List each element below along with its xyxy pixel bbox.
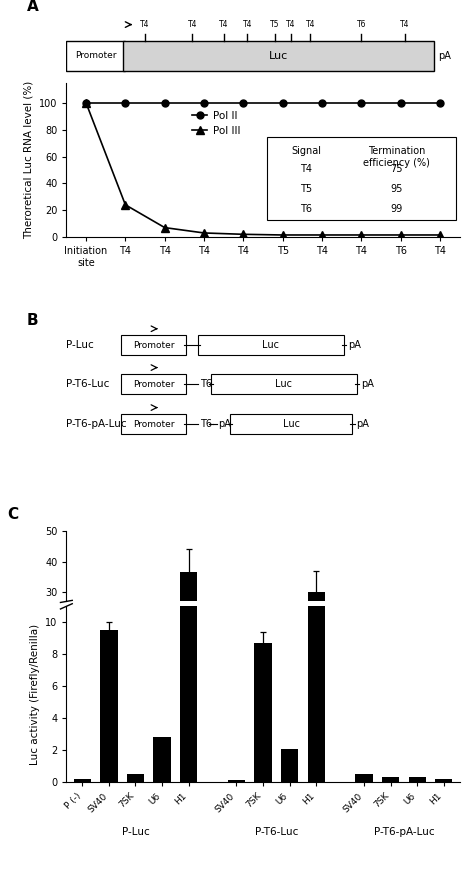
Bar [409, 683, 426, 684]
Text: Luc: Luc [283, 419, 300, 429]
Text: P-Luc: P-Luc [66, 341, 94, 350]
FancyBboxPatch shape [121, 374, 186, 394]
Text: A: A [27, 0, 39, 15]
Text: T4: T4 [140, 20, 150, 30]
Bar [435, 779, 453, 782]
FancyBboxPatch shape [66, 41, 125, 70]
Text: T4: T4 [400, 20, 410, 30]
Bar [100, 630, 118, 782]
FancyBboxPatch shape [121, 414, 186, 434]
Bar [255, 643, 272, 782]
Text: T6: T6 [200, 379, 212, 389]
Text: Promoter: Promoter [133, 420, 174, 428]
Bar [409, 777, 426, 782]
Y-axis label: Luc activity (Firefly/Renilla): Luc activity (Firefly/Renilla) [29, 624, 39, 765]
Text: pA: pA [361, 379, 374, 389]
Bar [308, 593, 325, 684]
Text: Promoter: Promoter [133, 380, 174, 388]
Bar [356, 774, 373, 782]
Y-axis label: Theroretical Luc RNA level (%): Theroretical Luc RNA level (%) [23, 81, 33, 239]
Bar [154, 675, 171, 684]
Bar [100, 655, 118, 684]
Text: Promoter: Promoter [133, 341, 174, 349]
Text: pA: pA [219, 419, 231, 429]
Bar [127, 682, 144, 684]
FancyBboxPatch shape [267, 136, 456, 220]
Text: 75: 75 [391, 164, 403, 174]
Text: T6: T6 [301, 204, 312, 215]
Bar [127, 774, 144, 782]
Bar [255, 657, 272, 684]
Text: T4: T4 [188, 20, 197, 30]
FancyBboxPatch shape [230, 414, 352, 434]
Text: pA: pA [347, 341, 361, 350]
Text: pA: pA [356, 419, 369, 429]
Bar [180, 573, 197, 684]
Bar [382, 777, 399, 782]
Text: 95: 95 [391, 184, 403, 194]
FancyBboxPatch shape [123, 41, 434, 70]
FancyBboxPatch shape [198, 335, 344, 355]
Text: T5: T5 [270, 20, 280, 30]
Bar [180, 199, 197, 782]
Text: 99: 99 [391, 204, 403, 215]
Text: P-T6-Luc: P-T6-Luc [255, 826, 298, 837]
Text: Luc: Luc [269, 50, 289, 61]
Bar [281, 678, 298, 684]
Bar [154, 738, 171, 782]
Bar [281, 748, 298, 782]
Text: T4: T4 [301, 164, 312, 174]
Text: P-T6-Luc: P-T6-Luc [66, 379, 110, 389]
Text: T4: T4 [286, 20, 295, 30]
Bar [73, 779, 91, 782]
Text: T4: T4 [219, 20, 228, 30]
Text: P-T6-pA-Luc: P-T6-pA-Luc [66, 419, 127, 429]
Text: B: B [27, 314, 39, 328]
Text: C: C [8, 507, 18, 521]
Text: Luc: Luc [263, 341, 280, 350]
Bar [228, 779, 245, 782]
Text: pA: pA [438, 50, 451, 61]
Text: P-T6-pA-Luc: P-T6-pA-Luc [374, 826, 434, 837]
Text: Signal: Signal [292, 146, 321, 156]
Text: T6: T6 [356, 20, 366, 30]
FancyBboxPatch shape [211, 374, 357, 394]
Text: Luc: Luc [275, 379, 292, 389]
Text: T6: T6 [200, 419, 212, 429]
Text: T4: T4 [243, 20, 252, 30]
Legend: Pol II, Pol III: Pol II, Pol III [188, 106, 244, 140]
FancyBboxPatch shape [121, 335, 186, 355]
Text: Promoter: Promoter [75, 51, 117, 60]
Bar [356, 682, 373, 684]
Bar [308, 302, 325, 782]
Text: P-Luc: P-Luc [122, 826, 149, 837]
Text: T4: T4 [306, 20, 315, 30]
Text: Termination
efficiency (%): Termination efficiency (%) [364, 146, 430, 168]
Text: T5: T5 [301, 184, 312, 194]
Bar [382, 683, 399, 684]
